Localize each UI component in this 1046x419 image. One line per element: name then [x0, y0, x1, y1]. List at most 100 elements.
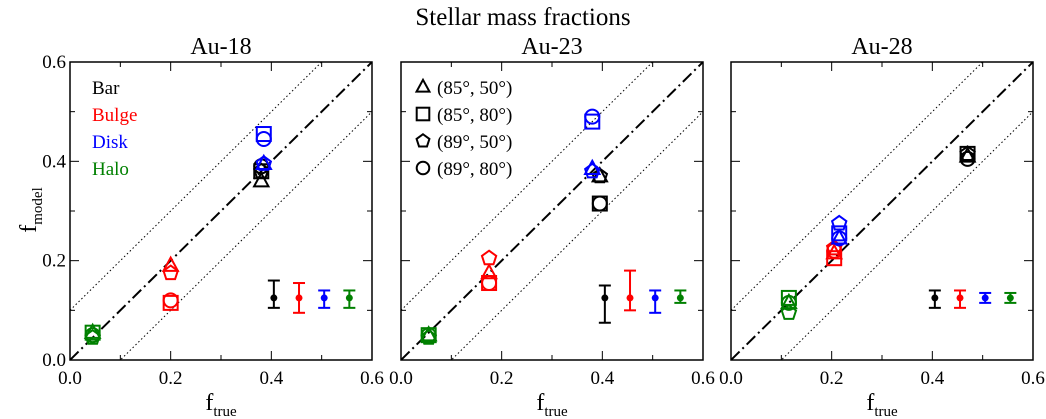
point-bulge-triangle	[480, 262, 498, 280]
reference-lines	[70, 62, 372, 360]
panel-title: Au-23	[521, 34, 582, 60]
panel-title: Au-28	[851, 34, 912, 60]
point-bar-triangle	[252, 171, 271, 188]
legend-pentagon-icon	[415, 133, 431, 148]
reference-line-one-to-one	[731, 62, 1033, 360]
panels: Au-180.0 0.2 0.4 0.60.00.20.40.6ftrueBarBul…	[42, 34, 1045, 419]
panel-title: Au-18	[190, 34, 251, 60]
y-tick-label: 0.2	[42, 251, 66, 272]
point-bulge-square	[826, 250, 843, 267]
data-points	[779, 145, 977, 320]
errorbar-disk-point	[651, 294, 659, 302]
point-bulge-triangle	[161, 255, 180, 272]
legend-bulge: Bulge	[92, 105, 137, 126]
point-bar-circle	[959, 150, 976, 167]
plot-frame	[69, 61, 373, 361]
point-disk-circle	[584, 108, 601, 125]
point-disk-pentagon	[583, 162, 601, 179]
reference-line-one-to-one	[70, 62, 372, 360]
point-disk-pentagon	[255, 155, 273, 171]
x-tick-label: 0.2	[159, 368, 183, 389]
point-halo-triangle	[779, 292, 798, 310]
point-disk-triangle	[830, 228, 849, 245]
x-axis-label-main: f	[866, 390, 874, 416]
errorbar-bar-point	[931, 294, 939, 302]
marker-legend: (85°, 50°) (85°, 80°) (89°, 50°) (89°, 80°)	[414, 77, 512, 180]
y-tick-label: 0.4	[42, 151, 66, 172]
point-halo-circle	[780, 294, 797, 311]
point-disk-pentagon	[830, 214, 848, 231]
legend-halo: Halo	[92, 159, 129, 180]
legend-square-icon	[415, 106, 431, 122]
point-halo-pentagon	[780, 304, 798, 320]
errorbar-bar-point	[601, 294, 609, 302]
x-tick-label: 0.0	[719, 368, 743, 389]
x-tick-label: 0.0	[389, 368, 413, 389]
x-axis-label: ftrue	[866, 390, 898, 419]
x-axis-label-sub: true	[544, 404, 568, 419]
errorbar-bulge-point	[295, 294, 303, 302]
reference-line-one-to-one	[401, 62, 703, 360]
x-axis-label-main: f	[205, 390, 213, 416]
x-axis-label-sub: true	[874, 404, 898, 419]
reference-line-plus-0.1	[731, 62, 984, 311]
error-bars	[928, 289, 1017, 309]
x-tick-label: 0.6	[691, 368, 715, 389]
component-legend: Bar Bulge Disk Halo	[92, 78, 137, 180]
reference-line-minus-0.1	[450, 111, 703, 360]
legend-circle-icon	[415, 160, 431, 176]
x-axis-label-main: f	[536, 390, 544, 416]
x-tick-label: 0.4	[920, 368, 944, 389]
x-tick-label: 0.6	[360, 368, 384, 389]
reference-line-minus-0.1	[780, 111, 1033, 360]
y-axis-label-main: f	[16, 225, 42, 233]
legend-disk: Disk	[92, 132, 128, 153]
point-bulge-pentagon	[480, 249, 498, 266]
plot-frame	[400, 61, 704, 361]
errorbar-bulge-point	[956, 294, 964, 302]
legend-marker-label: (89°, 50°)	[437, 132, 512, 153]
reference-lines	[401, 62, 703, 360]
error-bars	[598, 269, 687, 324]
point-disk-circle	[831, 230, 848, 247]
point-disk-square	[255, 126, 272, 143]
svg-text:fmodel: fmodel	[16, 187, 46, 233]
legend-bar: Bar	[92, 78, 120, 99]
point-bar-pentagon	[959, 145, 976, 161]
x-axis-label-sub: true	[213, 404, 237, 419]
x-tick-label: 0.2	[490, 368, 514, 389]
error-bars	[267, 279, 356, 314]
point-halo-pentagon	[420, 328, 437, 345]
y-axis-label-sub: model	[30, 187, 46, 225]
reference-lines	[731, 62, 1033, 360]
panel-au-28: Au-28 0.0 0.2 0.4 0.6 ftrue	[719, 34, 1045, 419]
errorbar-halo-point	[345, 294, 353, 302]
errorbar-disk-point	[320, 294, 328, 302]
x-tick-label: 0.4	[259, 368, 283, 389]
reference-line-minus-0.1	[119, 111, 372, 360]
x-tick-label: 0.6	[1021, 368, 1045, 389]
y-axis-label: fmodel	[16, 187, 46, 233]
point-bulge-pentagon	[162, 264, 179, 281]
x-axis-label: ftrue	[536, 390, 568, 419]
point-disk-square	[584, 113, 601, 130]
point-halo-circle	[84, 327, 101, 344]
plot-frame	[730, 61, 1034, 361]
x-tick-label: 0.2	[820, 368, 844, 389]
legend-marker-label: (85°, 50°)	[437, 78, 512, 99]
errorbar-disk-point	[981, 294, 989, 302]
panel-au-18: Au-18 0.0 0.2 0.4 0.6 0.0 0.2 0.4 0.6 ftrue Bar Bul…	[42, 34, 384, 419]
legend-marker-label: (85°, 80°)	[437, 105, 512, 126]
point-bar-circle	[591, 195, 608, 212]
data-points	[83, 126, 273, 345]
data-points	[419, 108, 609, 345]
point-halo-triangle	[83, 322, 102, 339]
errorbar-halo-point	[676, 294, 684, 302]
reference-line-plus-0.1	[401, 62, 654, 311]
point-halo-pentagon	[84, 328, 101, 345]
point-bulge-circle	[162, 292, 179, 309]
y-tick-label: 0.6	[42, 52, 66, 73]
errorbar-halo-point	[1006, 294, 1014, 302]
chart-title: Stellar mass fractions	[415, 4, 630, 31]
